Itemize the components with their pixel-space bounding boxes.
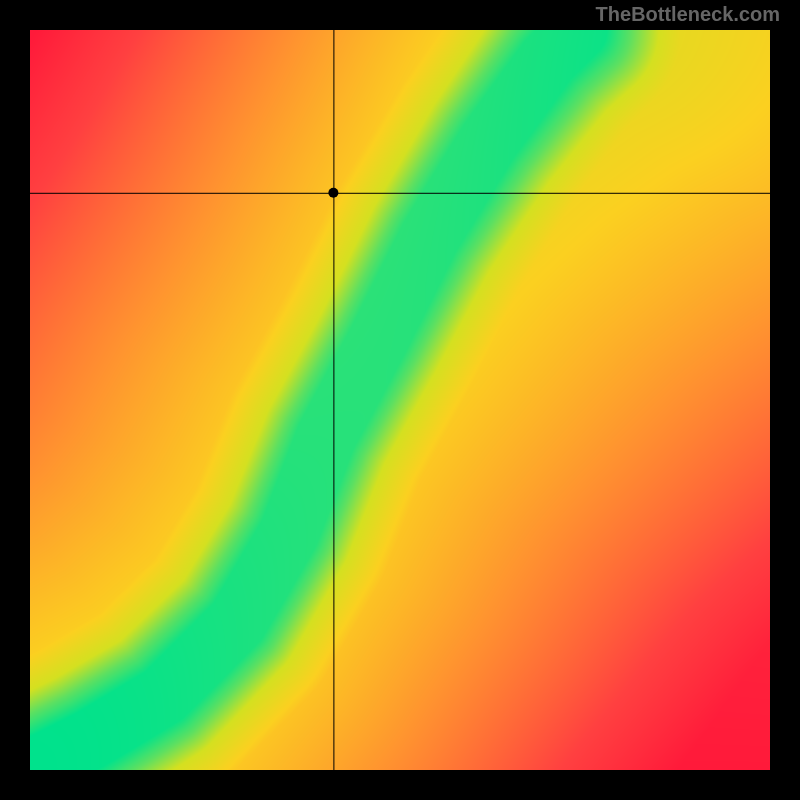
heatmap-canvas	[30, 30, 770, 770]
chart-container: TheBottleneck.com	[0, 0, 800, 800]
heatmap-plot	[30, 30, 770, 770]
watermark-text: TheBottleneck.com	[596, 4, 780, 27]
